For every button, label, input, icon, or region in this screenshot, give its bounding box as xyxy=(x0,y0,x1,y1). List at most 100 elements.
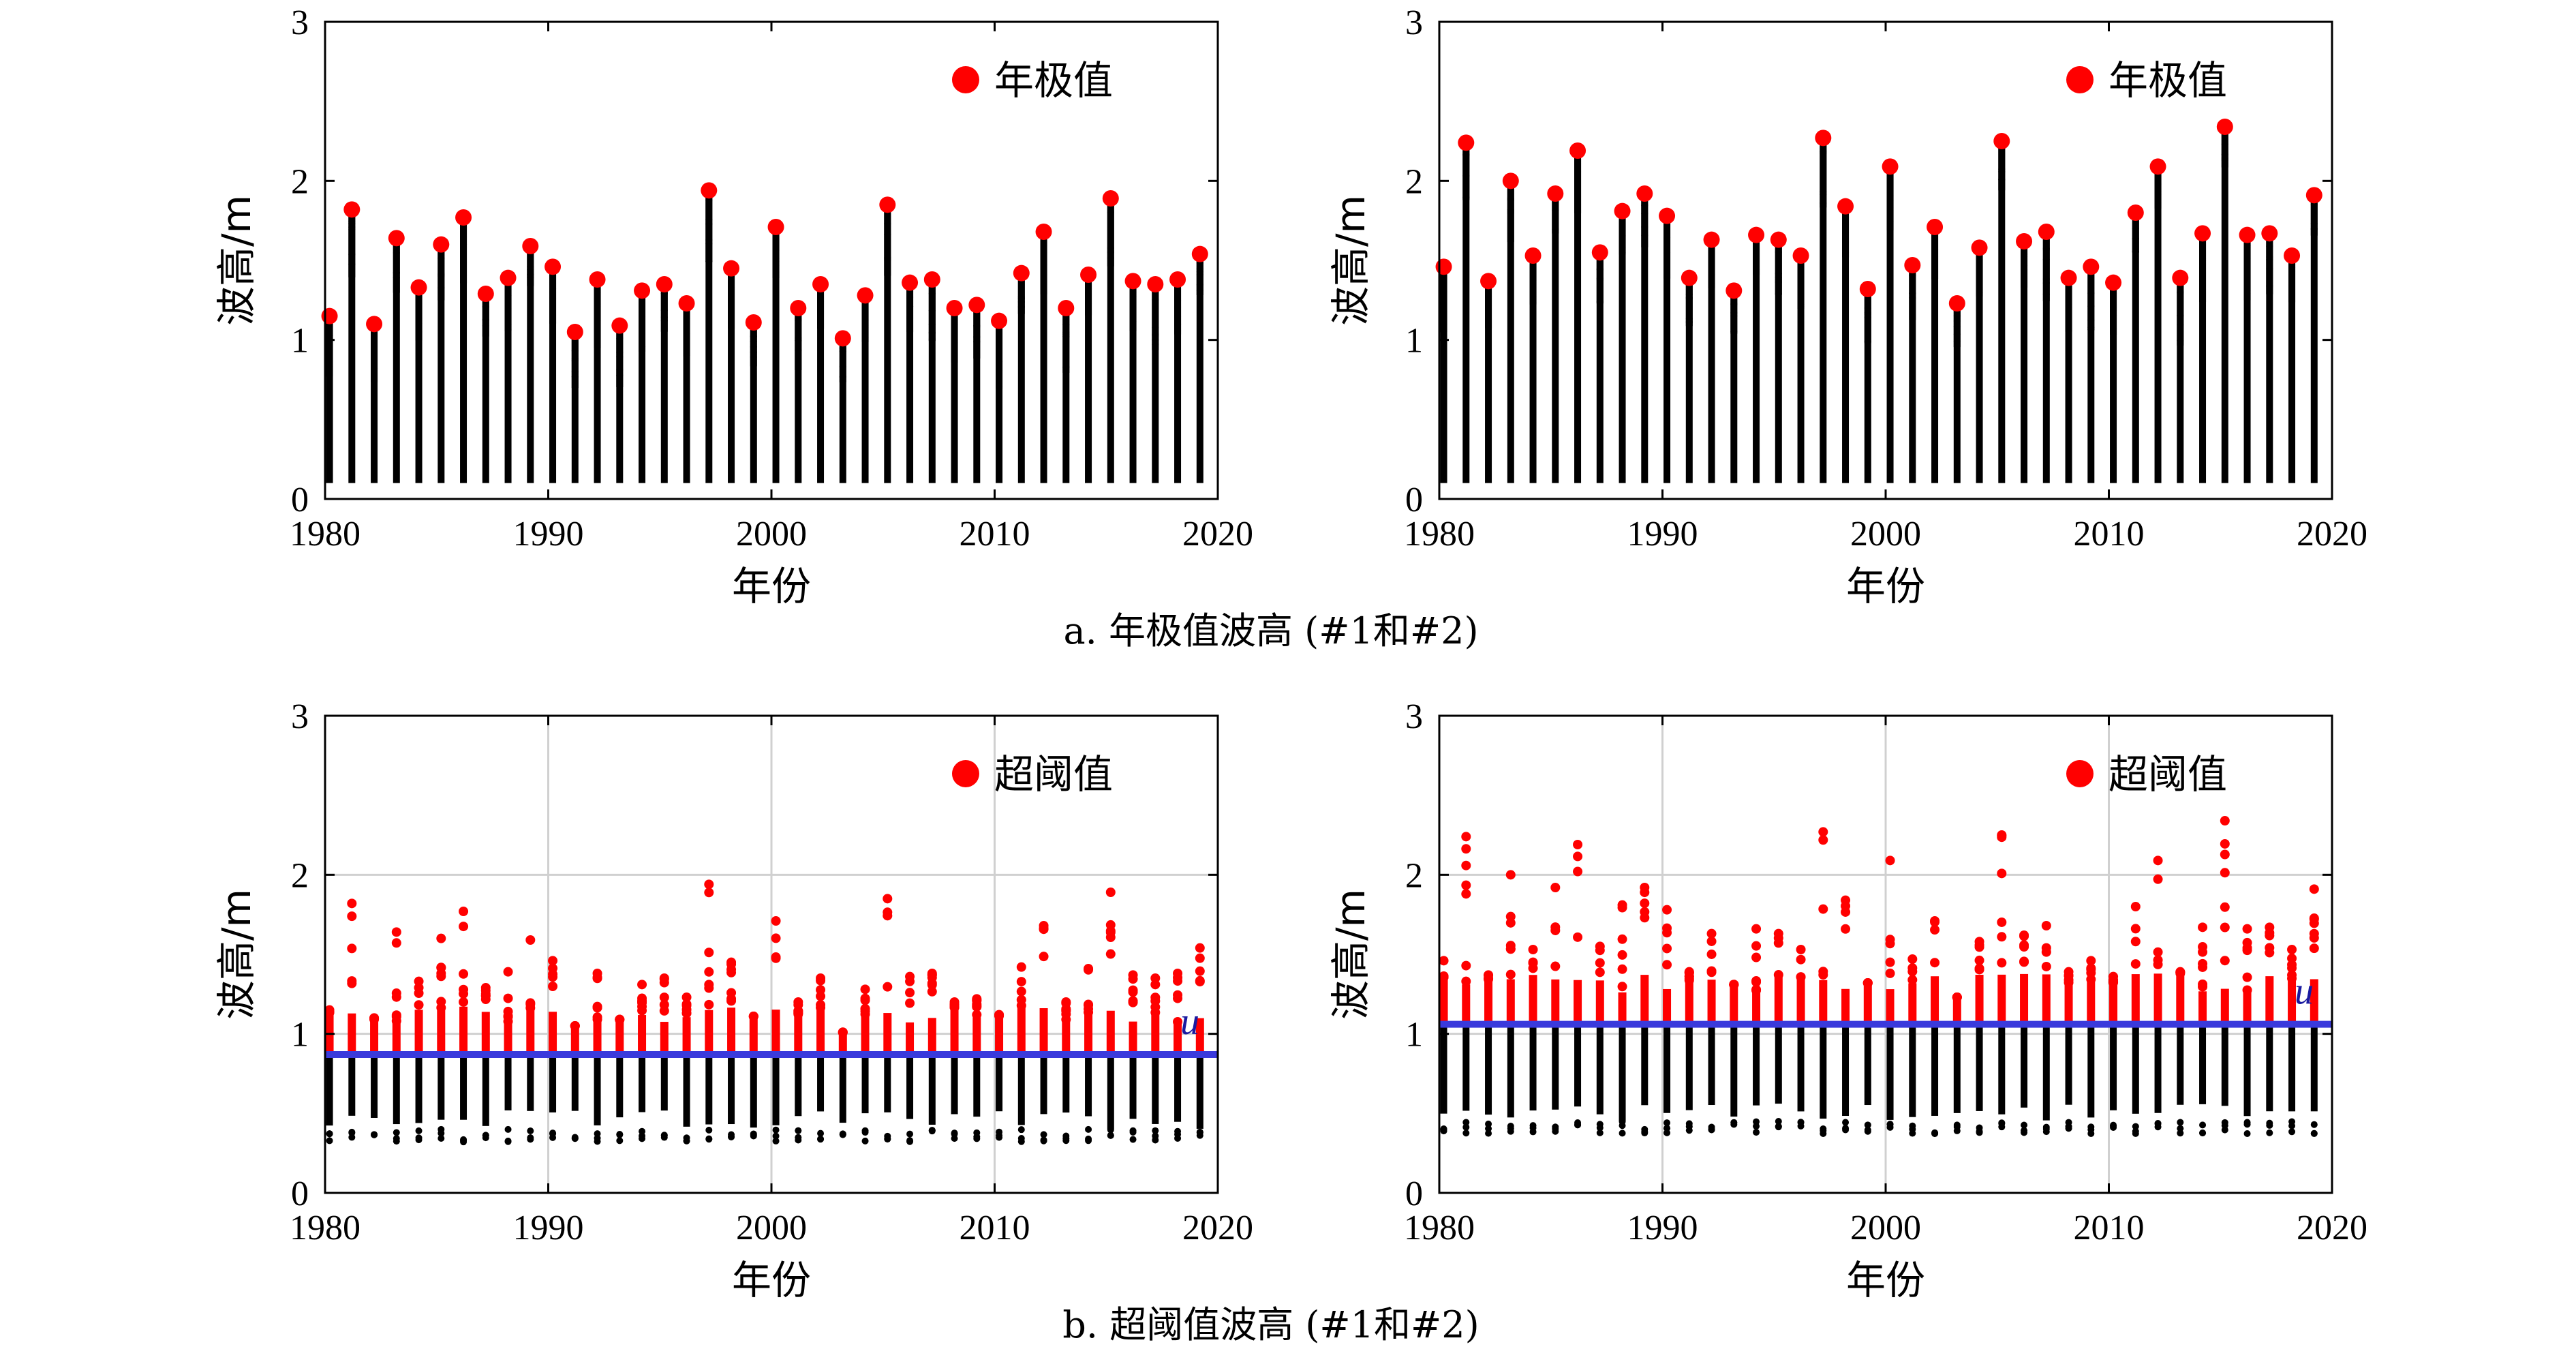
sample-dot xyxy=(616,1137,624,1145)
y-tick-label: 1 xyxy=(1405,1016,1423,1055)
sample-dot xyxy=(1196,281,1203,288)
sample-dot xyxy=(1886,207,1894,214)
exceedance-point-max xyxy=(369,1013,380,1023)
sample-column-upper xyxy=(2177,277,2184,346)
sample-dot xyxy=(1152,341,1159,348)
exceedance-cluster xyxy=(459,1006,468,1055)
exceedance-point xyxy=(2265,943,2275,953)
exceedance-cluster xyxy=(1151,1014,1160,1055)
sample-dot xyxy=(393,1135,400,1142)
sample-dot xyxy=(817,298,825,305)
exceedance-point-max xyxy=(2019,930,2029,940)
x-tick-label: 1990 xyxy=(513,515,584,554)
exceedance-cluster xyxy=(727,1007,736,1055)
sample-dot xyxy=(1485,293,1492,301)
exceedance-cluster xyxy=(481,1012,490,1055)
sample-dot xyxy=(660,307,668,314)
sample-column xyxy=(326,1055,333,1126)
sample-dot xyxy=(2177,1125,2184,1132)
exceedance-cluster xyxy=(1506,979,1515,1025)
sample-column xyxy=(1017,273,1025,483)
sample-dot xyxy=(1641,223,1649,230)
exceedance-point xyxy=(905,998,915,1008)
y-tick-label: 1 xyxy=(1405,322,1423,361)
sample-column-upper xyxy=(482,294,489,337)
sample-column-upper xyxy=(504,277,512,331)
exceedance-cluster xyxy=(1484,980,1493,1025)
exceedance-point xyxy=(1461,844,1471,854)
sample-dot xyxy=(1485,302,1492,309)
sample-column xyxy=(1574,151,1582,483)
sample-column-upper xyxy=(2310,195,2318,236)
annual-max-point xyxy=(968,297,985,314)
sample-dot xyxy=(1708,279,1715,287)
sample-dot xyxy=(1842,1119,1850,1126)
exceedance-point xyxy=(2220,922,2230,933)
exceedance-cluster xyxy=(2220,988,2229,1025)
sample-column xyxy=(1507,1024,1514,1118)
annual-max-point xyxy=(1524,247,1542,264)
sample-dot xyxy=(1017,1126,1025,1134)
sample-dot xyxy=(1864,1126,1871,1134)
exceedance-cluster xyxy=(1863,983,1872,1025)
exceedance-cluster xyxy=(2265,976,2274,1025)
sample-dot xyxy=(438,254,445,262)
exceedance-cluster xyxy=(1841,988,1850,1025)
sample-dot xyxy=(1529,1128,1537,1136)
sample-column xyxy=(1085,275,1092,483)
annual-max-point xyxy=(545,258,562,275)
sample-column xyxy=(1976,247,1983,483)
x-tick-label: 1980 xyxy=(290,515,361,554)
exceedance-point xyxy=(1818,970,1828,980)
sample-dot xyxy=(1152,331,1159,338)
legend-label: 超阈值 xyxy=(2109,751,2227,798)
sample-dot xyxy=(2087,303,2095,310)
sample-dot xyxy=(504,320,512,328)
sample-dot xyxy=(482,322,489,329)
exceedance-point-max xyxy=(1084,964,1094,973)
sample-column-upper xyxy=(1775,239,1782,295)
sample-dot xyxy=(1440,307,1447,315)
sample-dot xyxy=(1797,301,1805,308)
sample-dot xyxy=(1507,207,1514,215)
exceedance-point xyxy=(2064,975,2074,985)
annual-max-point xyxy=(477,286,494,302)
sample-column xyxy=(549,267,557,483)
sample-dot xyxy=(1708,271,1715,278)
sample-dot xyxy=(1529,277,1537,284)
sample-column-upper xyxy=(1152,284,1159,350)
exceedance-point xyxy=(548,972,558,982)
sample-column-upper xyxy=(1753,234,1760,275)
exceedance-point-max xyxy=(1862,978,1873,988)
exceedance-cluster xyxy=(1106,1010,1115,1055)
sample-dot xyxy=(1797,282,1805,290)
sample-dot xyxy=(1663,1119,1671,1127)
sample-column-upper xyxy=(817,284,825,329)
sample-dot xyxy=(1619,1118,1626,1125)
sample-dot xyxy=(527,263,534,271)
exceedance-point xyxy=(1461,880,1471,890)
sample-column-upper xyxy=(2266,233,2273,294)
sample-column xyxy=(1931,1024,1939,1116)
x-tick-label: 2010 xyxy=(960,515,1030,554)
sample-dot xyxy=(1017,303,1025,311)
sample-dot xyxy=(1931,253,1939,260)
exceedance-point xyxy=(503,993,513,1003)
sample-dot xyxy=(861,1137,869,1145)
annual-max-point xyxy=(923,271,940,288)
sample-column xyxy=(1062,1055,1070,1113)
exceedance-point xyxy=(1662,943,1672,954)
sample-column-upper xyxy=(415,287,423,341)
sample-dot xyxy=(2021,262,2028,269)
exceedance-point xyxy=(793,1008,803,1018)
sample-dot xyxy=(1174,1134,1182,1142)
sample-dot xyxy=(1062,1137,1070,1145)
exceedance-point-max xyxy=(592,969,602,978)
exceedance-point-max xyxy=(659,973,669,983)
annual-max-point xyxy=(366,316,383,333)
sample-dot xyxy=(728,1131,735,1138)
exceedance-point-max xyxy=(1974,937,1984,947)
sample-dot xyxy=(973,322,981,329)
exceedance-cluster xyxy=(816,1008,825,1055)
exceedance-cluster xyxy=(906,1022,915,1055)
